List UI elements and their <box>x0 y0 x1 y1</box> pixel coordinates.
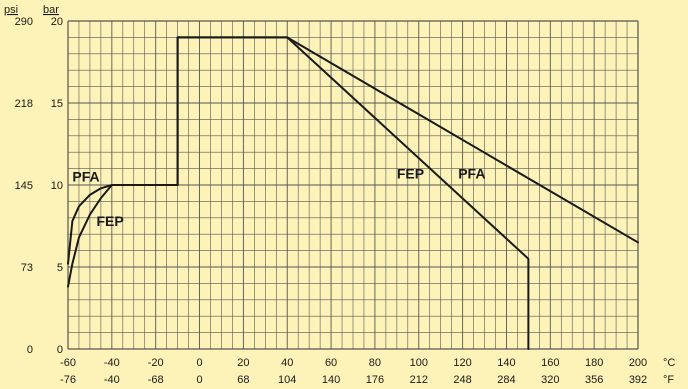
series-label-pfa: PFA <box>72 169 99 185</box>
series-lines <box>67 36 639 350</box>
x-tick-label-celsius: -20 <box>148 357 164 369</box>
x-tick-label-celsius: 160 <box>541 357 559 369</box>
y-tick-label-bar: 20 <box>51 16 63 28</box>
y-tick-label-bar: 15 <box>51 98 63 110</box>
x-tick-label-fahrenheit: 0 <box>196 374 202 386</box>
x-tick-label-celsius: 60 <box>325 357 337 369</box>
x-tick-label-fahrenheit: -68 <box>148 374 164 386</box>
x-tick-label-fahrenheit: 248 <box>453 374 471 386</box>
x-tick-label-fahrenheit: 140 <box>322 374 340 386</box>
x-tick-label-fahrenheit: -40 <box>104 374 120 386</box>
series-labels: PFA FEP FEP PFA <box>72 165 485 229</box>
x-tick-label-fahrenheit: 356 <box>585 374 603 386</box>
x-tick-label-celsius: -60 <box>60 357 76 369</box>
x-tick-label-fahrenheit: 284 <box>497 374 515 386</box>
x-tick-label-celsius: 100 <box>410 357 428 369</box>
x-tick-label-fahrenheit: -76 <box>60 374 76 386</box>
y-tick-label-psi: 73 <box>21 262 33 274</box>
y-axis-psi-unit: psi <box>4 4 18 16</box>
x-tick-label-celsius: 0 <box>196 357 202 369</box>
y-tick-label-bar: 5 <box>57 262 63 274</box>
series-label-pfa: PFA <box>458 165 485 181</box>
x-tick-label-celsius: 120 <box>453 357 471 369</box>
y-tick-label-bar: 0 <box>57 344 63 356</box>
grid <box>67 20 639 350</box>
x-axis-ticks: -60 -76 -40 -40 -20 -68 0 0 20 68 40 104 60 140 80 176 1… <box>60 357 647 386</box>
x-tick-label-fahrenheit: 392 <box>629 374 647 386</box>
y-tick-label-psi: 290 <box>15 16 33 28</box>
series-label-fep: FEP <box>397 165 424 181</box>
x-tick-label-fahrenheit: 320 <box>541 374 559 386</box>
x-tick-label-fahrenheit: 176 <box>366 374 384 386</box>
x-tick-label-celsius: 200 <box>629 357 647 369</box>
x-axis-celsius-unit: °C <box>663 357 675 369</box>
x-axis-fahrenheit-unit: °F <box>663 374 674 386</box>
series-line-fep <box>67 36 530 350</box>
x-tick-label-fahrenheit: 104 <box>278 374 296 386</box>
x-tick-label-fahrenheit: 68 <box>237 374 249 386</box>
y-tick-label-bar: 10 <box>51 180 63 192</box>
x-tick-label-celsius: -40 <box>104 357 120 369</box>
y-tick-label-psi: 218 <box>15 98 33 110</box>
y-axis-bar-unit: bar <box>43 4 59 16</box>
y-tick-label-psi: 0 <box>27 344 33 356</box>
x-tick-label-celsius: 80 <box>369 357 381 369</box>
x-tick-label-celsius: 40 <box>281 357 293 369</box>
series-label-fep: FEP <box>97 213 124 229</box>
x-tick-label-celsius: 180 <box>585 357 603 369</box>
x-tick-label-celsius: 20 <box>237 357 249 369</box>
x-tick-label-fahrenheit: 212 <box>410 374 428 386</box>
x-tick-label-celsius: 140 <box>497 357 515 369</box>
y-axis-ticks: 0 0 5 73 10 145 15 218 20 290 <box>15 16 63 356</box>
y-tick-label-psi: 145 <box>15 180 33 192</box>
